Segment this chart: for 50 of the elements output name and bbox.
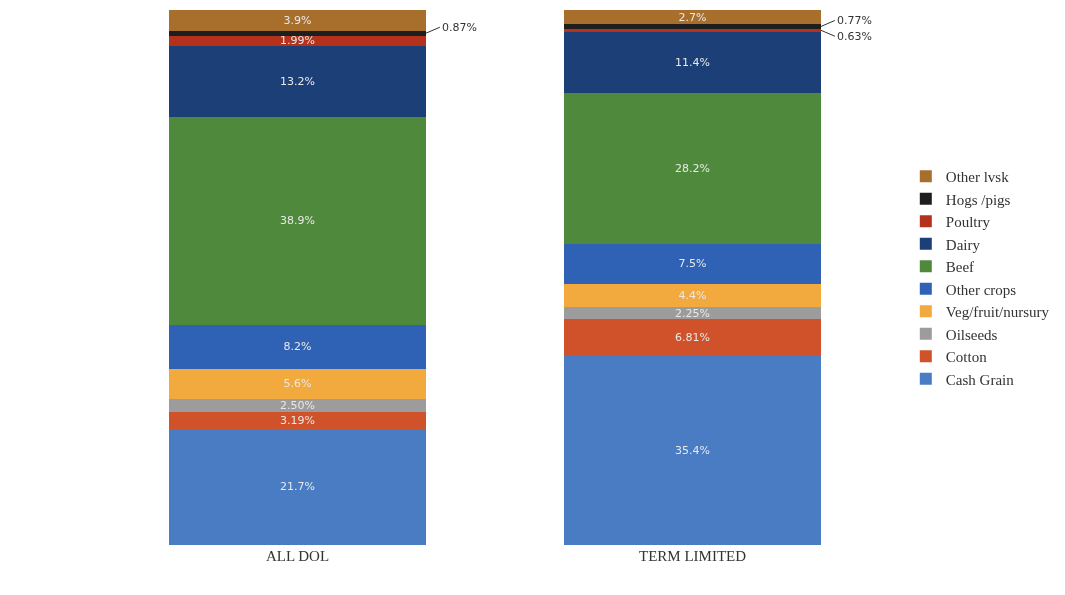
legend-label: Beef [945, 259, 975, 276]
legend-label: Oilseeds [945, 326, 998, 343]
data-label: 5.6% [283, 377, 312, 391]
bar [169, 428, 426, 545]
bar [169, 324, 426, 369]
bar [564, 92, 821, 244]
bar [564, 319, 821, 356]
data-label: 2.50% [280, 398, 315, 412]
data-label: 0.63% [837, 30, 872, 43]
bar [564, 243, 821, 284]
data-label: 2.25% [675, 306, 710, 320]
bar [564, 31, 821, 93]
bar [564, 283, 821, 308]
bar [564, 10, 821, 25]
legend-label: Poultry [945, 214, 991, 231]
bar [169, 411, 426, 429]
legend-label: Hogs /pigs [945, 191, 1011, 208]
data-label: 2.7% [678, 10, 707, 24]
data-label: 3.9% [283, 13, 312, 27]
data-label: 35.4% [675, 443, 710, 457]
x-tick-label: ALL DOL [265, 548, 330, 564]
bar [169, 116, 426, 325]
legend-label: Other crops [945, 281, 1017, 298]
x-tick-label: TERM LIMITED [638, 548, 747, 564]
data-label: 0.77% [837, 14, 872, 27]
data-label: 4.4% [678, 289, 707, 303]
data-label: 28.2% [675, 161, 710, 175]
data-label: 6.81% [675, 331, 710, 345]
bar [564, 307, 821, 320]
bar [169, 398, 426, 412]
bar [564, 24, 821, 29]
data-label: 3.19% [280, 413, 315, 427]
legend-label: Cash Grain [945, 371, 1015, 388]
legend-label: Cotton [945, 349, 988, 366]
bar [564, 355, 821, 545]
legend-label: Dairy [945, 236, 981, 253]
data-label: 11.4% [675, 55, 710, 69]
data-label: 7.5% [678, 257, 707, 271]
bar [169, 10, 426, 31]
data-label: 8.2% [283, 340, 312, 354]
data-label: 0.87% [442, 21, 477, 34]
bar [169, 46, 426, 117]
data-label: 1.99% [280, 34, 315, 48]
data-label: 13.2% [280, 74, 315, 88]
data-label: 21.7% [280, 480, 315, 494]
bar [169, 368, 426, 399]
data-label: 38.9% [280, 214, 315, 228]
legend-label: Veg/fruit/nursury [945, 304, 1050, 321]
bar [169, 30, 426, 36]
legend-label: Other lvsk [945, 169, 1010, 186]
